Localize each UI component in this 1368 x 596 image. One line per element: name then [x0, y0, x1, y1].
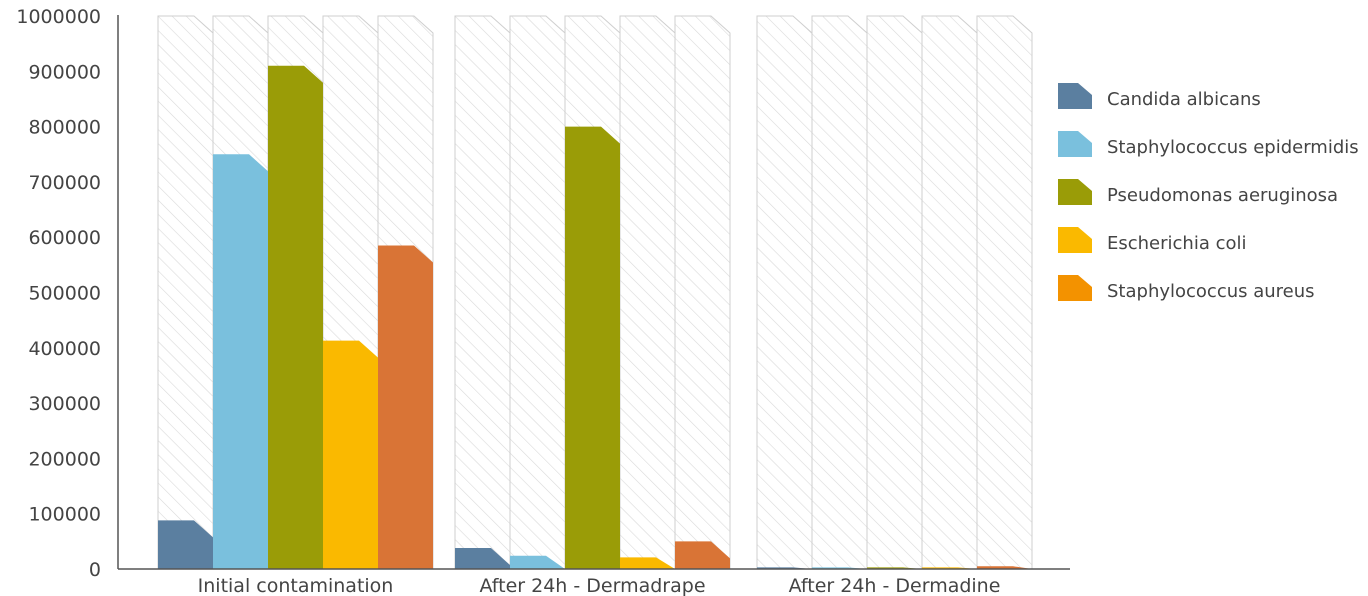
- x-labels: Initial contamination After 24h - Dermadr…: [198, 575, 1001, 596]
- bar: [455, 547, 510, 569]
- y-tick-label: 1000000: [16, 6, 101, 28]
- bar-background: [157, 15, 214, 570]
- bar-background: [674, 15, 731, 570]
- legend-swatch: [1058, 131, 1092, 157]
- bar: [323, 340, 378, 569]
- bar-backgrounds: [157, 15, 1033, 570]
- y-tick-label: 400000: [28, 338, 101, 360]
- y-tick-label: 800000: [28, 117, 101, 139]
- x-tick-label: After 24h - Dermadine: [789, 575, 1001, 596]
- bar-background: [866, 15, 923, 570]
- bar-background: [509, 15, 566, 570]
- bar-background: [811, 15, 868, 570]
- bar: [268, 65, 323, 570]
- x-tick-label: Initial contamination: [198, 575, 394, 596]
- y-tick-label: 100000: [28, 504, 101, 526]
- legend-label: Staphylococcus epidermidis: [1107, 137, 1359, 158]
- axes: [117, 15, 1070, 570]
- bar: [510, 555, 565, 569]
- y-tick-label: 600000: [28, 227, 101, 249]
- legend-label: Candida albicans: [1107, 89, 1261, 110]
- legend-swatch: [1058, 83, 1092, 109]
- bar: [378, 245, 433, 569]
- y-tick-label: 700000: [28, 172, 101, 194]
- y-tick-label: 200000: [28, 448, 101, 470]
- y-tick-label: 0: [89, 559, 101, 581]
- bar: [158, 520, 213, 569]
- y-tick-label: 300000: [28, 393, 101, 415]
- bar-background: [756, 15, 813, 570]
- y-tick-label: 500000: [28, 283, 101, 305]
- y-tick-label: 900000: [28, 61, 101, 83]
- legend-swatch: [1058, 179, 1092, 205]
- x-tick-label: After 24h - Dermadrape: [479, 575, 705, 596]
- legend-swatch: [1058, 275, 1092, 301]
- bar: [675, 541, 730, 569]
- bar: [620, 557, 675, 569]
- bar-background: [619, 15, 676, 570]
- legend-label: Staphylococcus aureus: [1107, 281, 1315, 302]
- bar-background: [454, 15, 511, 570]
- legend: Candida albicans Staphylococcus epidermid…: [1058, 83, 1359, 302]
- legend-swatch: [1058, 227, 1092, 253]
- bar: [565, 126, 620, 569]
- bar: [213, 154, 268, 569]
- legend-label: Pseudomonas aeruginosa: [1107, 185, 1338, 206]
- y-ticks: 0 100000 200000 300000 400000 500000 600000 700…: [16, 6, 101, 581]
- legend-label: Escherichia coli: [1107, 233, 1247, 254]
- bar-background: [921, 15, 978, 570]
- bars: [158, 65, 1032, 570]
- bar-background: [976, 15, 1033, 570]
